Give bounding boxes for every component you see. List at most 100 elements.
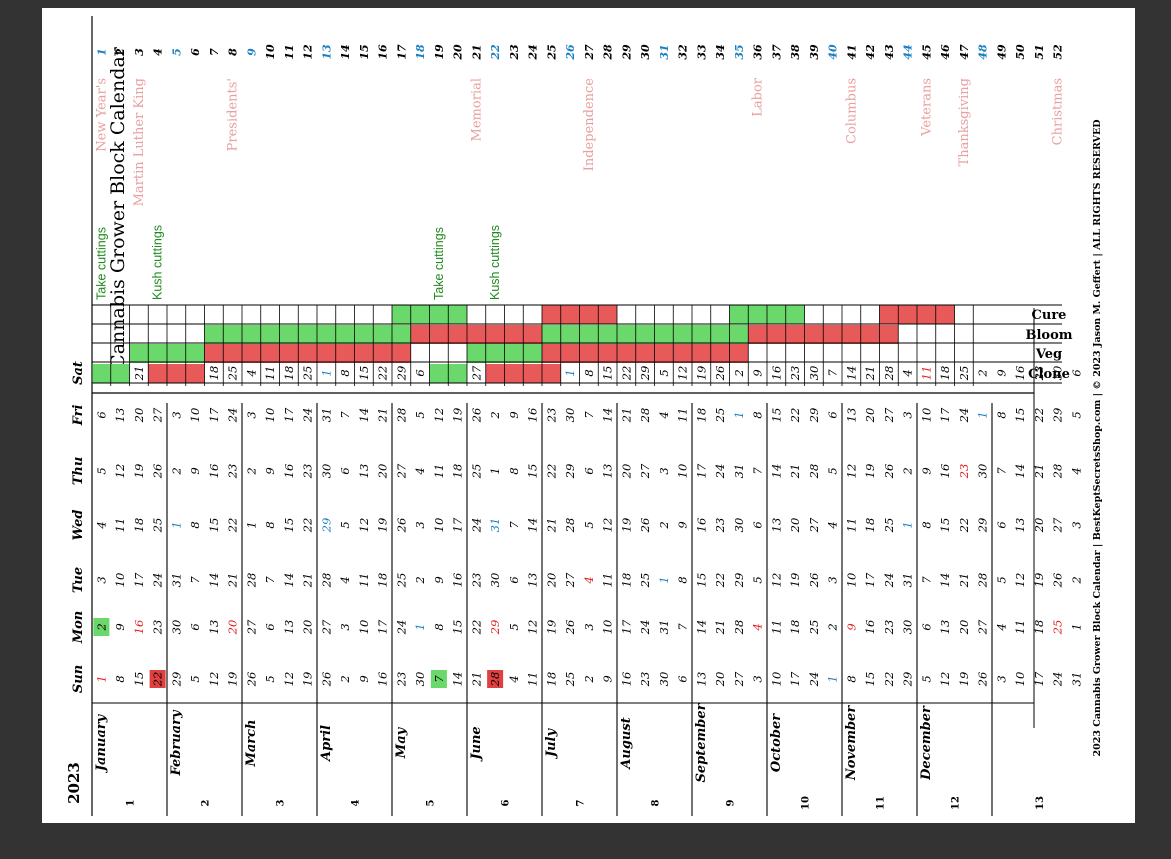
day-cell: 21 (788, 464, 802, 480)
day-cell: 21 (301, 573, 315, 589)
day-cell: 30 (169, 620, 183, 635)
day-cell: 8 (919, 521, 933, 528)
day-cell: 13 (526, 573, 540, 588)
stage-cell-veg (579, 344, 599, 363)
stage-cell-bloom (823, 325, 842, 344)
day-cell: 15 (282, 518, 296, 533)
stage-cell-bloom (279, 325, 299, 344)
highlight-box (487, 670, 504, 688)
stage-cell-cure (879, 305, 899, 324)
week-number: 9 (245, 48, 258, 56)
day-cell: 6 (1069, 369, 1083, 376)
day-header-thu: Thu (71, 457, 86, 486)
calendar-title: Cannabis Grower Block Calendar (107, 46, 129, 369)
stage-cell-bloom (879, 325, 899, 344)
day-cell: 30 (563, 408, 577, 423)
day-cell: 31 (657, 620, 671, 635)
day-cell: 4 (338, 576, 352, 584)
stage-cell-bloom (429, 325, 449, 344)
day-cell: 18 (282, 366, 296, 381)
week-number: 11 (283, 44, 296, 59)
day-cell: 18 (863, 518, 877, 533)
day-cell: 27 (151, 407, 165, 423)
day-cell: 10 (357, 620, 371, 635)
stage-cell-veg (354, 344, 374, 363)
day-cell: 15 (207, 518, 221, 533)
stage-cell-clone (485, 364, 505, 383)
day-cell: 5 (507, 623, 521, 630)
day-cell: 5 (582, 521, 596, 528)
day-cell: 24 (226, 408, 240, 424)
day-cell: 27 (244, 619, 258, 635)
stage-cell-veg (504, 344, 524, 363)
day-cell: 1 (826, 675, 840, 682)
day-cell: 22 (301, 518, 315, 534)
day-cell: 7 (826, 369, 840, 377)
stage-cell-bloom (485, 325, 505, 344)
day-cell: 22 (713, 573, 727, 589)
day-cell: 18 (376, 573, 390, 588)
week-number: 36 (752, 44, 765, 60)
day-cell: 28 (1051, 464, 1065, 480)
day-cell: 8 (188, 521, 202, 528)
week-number: 35 (733, 44, 746, 59)
week-number: 15 (358, 44, 371, 59)
day-cell: 5 (263, 675, 277, 682)
block-number: 11 (876, 796, 887, 810)
day-cell: 12 (676, 366, 690, 381)
day-cell: 5 (751, 576, 765, 583)
day-cell: 19 (863, 464, 877, 479)
day-cell: 4 (657, 411, 671, 419)
day-cell: 23 (469, 573, 483, 589)
day-header-tue: Tue (71, 567, 86, 593)
day-cell: 20 (863, 408, 877, 424)
stage-cell-cure (598, 305, 617, 324)
day-cell: 7 (338, 411, 352, 419)
stage-cell-bloom (448, 325, 467, 344)
block-number: 3 (276, 799, 287, 806)
day-cell: 7 (676, 623, 690, 631)
day-cell: 1 (976, 411, 990, 418)
day-cell: 18 (1032, 620, 1046, 635)
week-number: 4 (152, 48, 165, 56)
day-cell: 12 (357, 518, 371, 533)
month-label-january: January (94, 713, 109, 774)
day-cell: 16 (863, 620, 877, 635)
day-cell: 15 (451, 620, 465, 635)
day-cell: 23 (788, 366, 802, 382)
day-cell: 29 (1051, 408, 1065, 424)
day-cell: 13 (601, 464, 615, 479)
block-number: 12 (951, 796, 962, 810)
stage-cell-bloom (242, 325, 261, 344)
week-number: 45 (920, 44, 933, 59)
stage-cell-cure (729, 305, 749, 324)
day-cell: 22 (788, 408, 802, 424)
stage-cell-bloom (673, 325, 692, 344)
week-number: 29 (620, 44, 633, 61)
day-cell: 21 (132, 366, 146, 382)
week-number: 43 (883, 44, 896, 60)
day-cell: 19 (451, 408, 465, 423)
month-label-may: May (394, 726, 409, 759)
block-number: 6 (501, 799, 512, 806)
day-cell: 12 (207, 672, 221, 687)
day-cell: 29 (394, 366, 408, 382)
day-header-mon: Mon (71, 611, 86, 645)
month-label-november: November (844, 705, 859, 781)
day-cell: 19 (132, 464, 146, 479)
week-number: 28 (602, 44, 615, 61)
day-cell: 21 (1032, 464, 1046, 480)
day-cell: 8 (263, 521, 277, 528)
week-number: 3 (133, 48, 146, 56)
stage-cell-bloom (354, 325, 374, 344)
stage-cell-bloom (729, 325, 749, 344)
day-cell: 21 (619, 408, 633, 424)
day-cell: 17 (1032, 671, 1046, 686)
week-number: 23 (508, 44, 521, 61)
day-cell: 28 (638, 408, 652, 424)
holiday-label: Presidents' (226, 78, 241, 151)
block-number: 10 (801, 796, 812, 810)
bottom-frame (0, 823, 1171, 859)
stage-cell-veg (279, 344, 299, 363)
day-cell: 23 (713, 518, 727, 534)
